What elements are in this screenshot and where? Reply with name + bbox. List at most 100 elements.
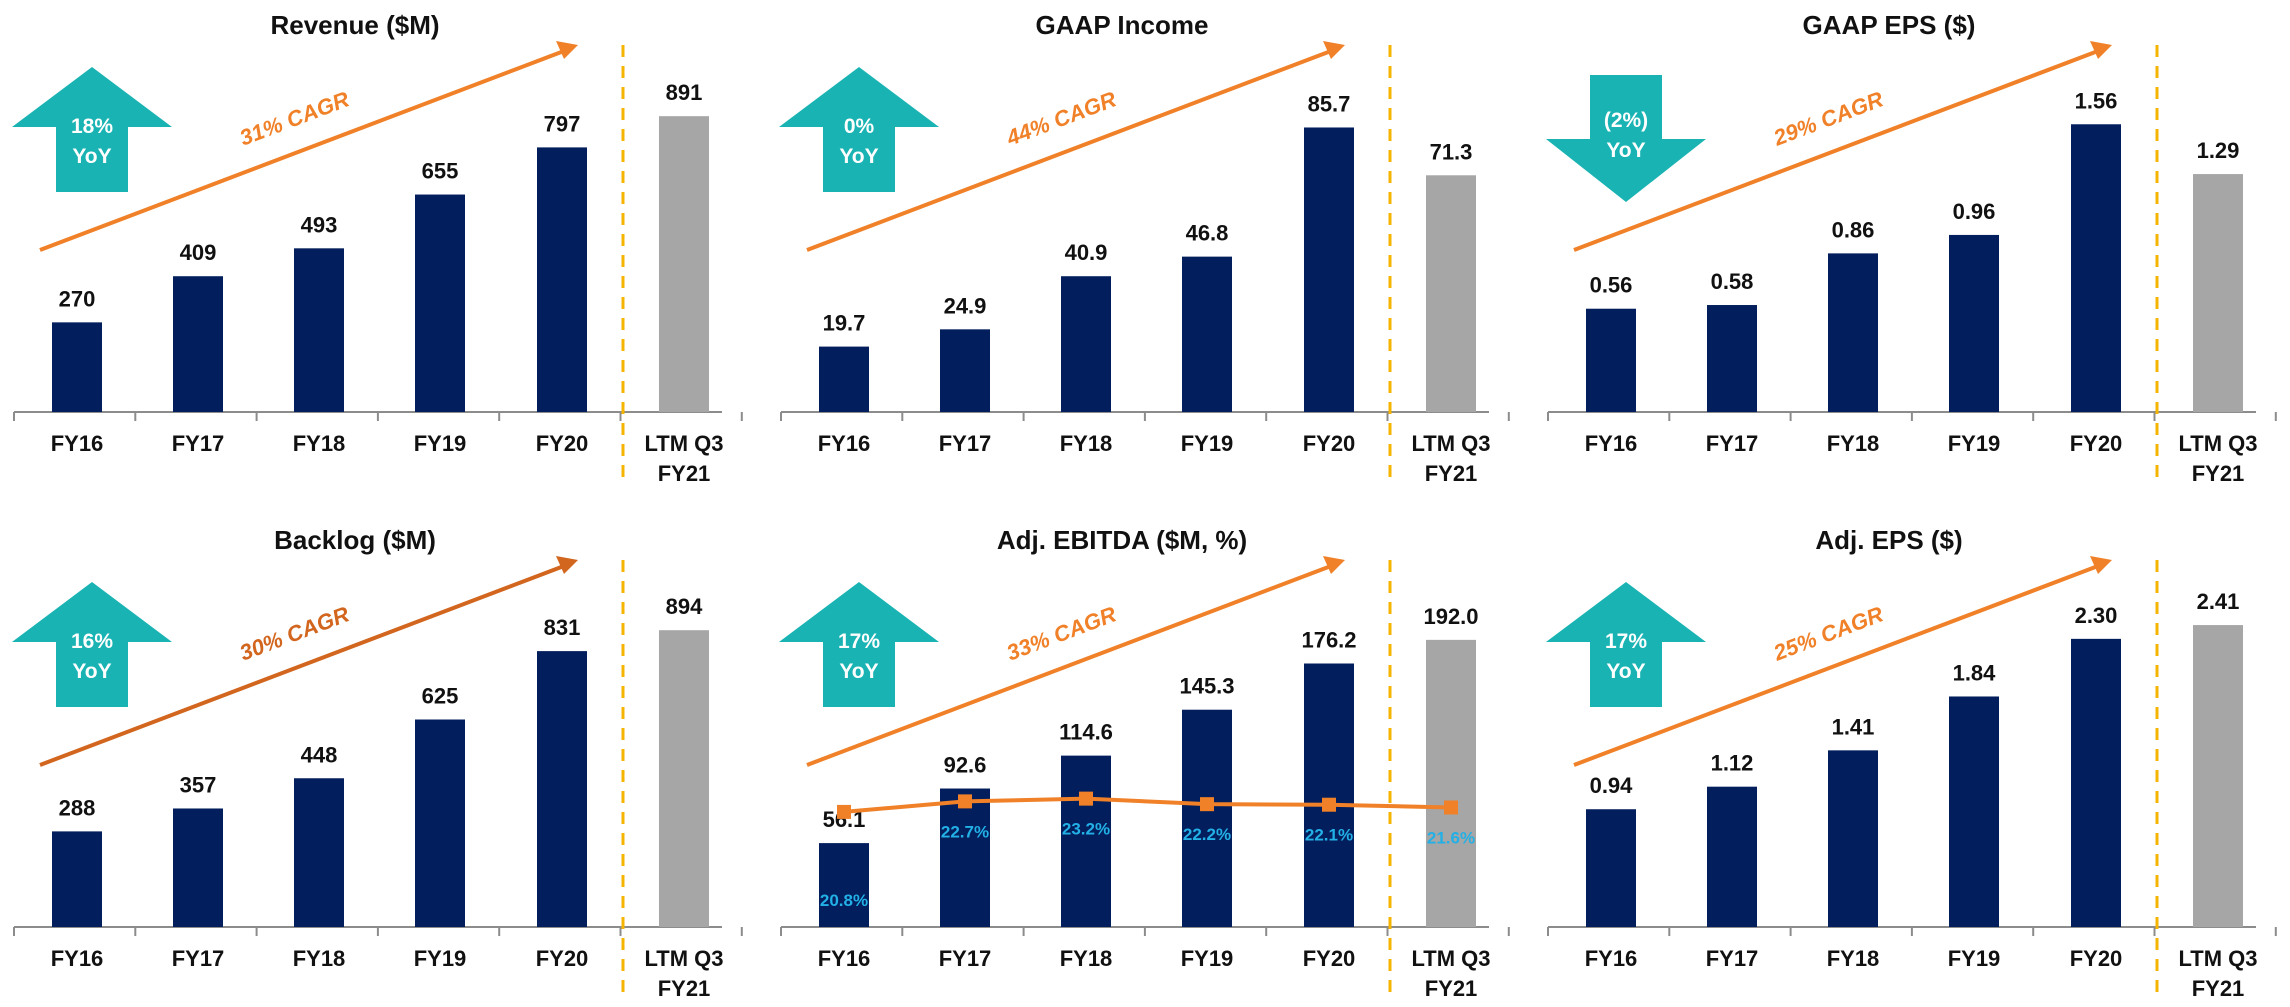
data-label: 1.29 [2197,138,2240,163]
category-label: FY19 [1181,431,1234,456]
category-label-line: FY21 [2192,461,2245,486]
yoy-value: 17% [838,630,880,653]
data-label: 0.58 [1711,269,1754,294]
data-label: 0.96 [1953,199,1996,224]
category-label: FY18 [1827,431,1880,456]
category-label: FY18 [1060,431,1113,456]
bar [1707,305,1757,412]
data-label: 1.12 [1711,751,1754,776]
yoy-down-arrow-icon [1546,75,1706,202]
category-label: FY17 [172,431,225,456]
data-label: 1.84 [1953,660,1997,685]
data-label: 357 [180,772,217,797]
bar [1304,127,1354,412]
bar [52,831,102,927]
margin-label: 20.8% [820,891,868,910]
category-label-line: FY16 [1585,431,1638,456]
bar [1061,276,1111,412]
yoy-label: YoY [72,145,111,168]
category-label-line: FY17 [939,946,992,971]
category-label: FY18 [1827,946,1880,971]
category-label: FY16 [1585,946,1638,971]
margin-label: 22.1% [1305,826,1353,845]
category-label: FY20 [2070,431,2123,456]
category-label-line: LTM Q3 [644,431,723,456]
category-label-line: FY20 [536,431,589,456]
yoy-up-arrow-icon [779,582,939,707]
margin-label: 21.6% [1427,828,1475,847]
category-label-line: LTM Q3 [1411,946,1490,971]
cagr-arrow-head [556,41,578,59]
category-label-line: FY18 [1060,431,1113,456]
cagr-arrow-head [2090,556,2112,574]
cagr-arrow-head [1323,41,1345,59]
category-label: LTM Q3 FY21 [1411,946,1490,1001]
data-label: 797 [544,111,581,136]
cagr-arrow-head [2090,41,2112,59]
yoy-label: YoY [839,660,878,683]
category-label-line: FY16 [818,946,871,971]
category-label: FY18 [293,946,346,971]
data-label: 0.94 [1590,773,1634,798]
category-label: FY17 [1706,431,1759,456]
category-label-line: FY16 [51,431,104,456]
bar [415,719,465,927]
data-label: 288 [59,795,96,820]
category-label-line: FY18 [1827,946,1880,971]
category-label-line: FY20 [1303,946,1356,971]
category-label-line: FY18 [1060,946,1113,971]
data-label: 92.6 [944,753,987,778]
category-label: FY19 [1181,946,1234,971]
cagr-arrow-head [1323,556,1345,574]
bar [1949,696,1999,927]
category-label: FY20 [1303,946,1356,971]
category-label-line: FY20 [2070,946,2123,971]
data-label: 71.3 [1430,139,1473,164]
ltm-bar [2193,174,2243,412]
bar [173,276,223,412]
margin-point [1444,800,1458,815]
category-label: FY16 [51,431,104,456]
margin-label: 23.2% [1062,820,1110,839]
category-label-line: FY21 [1425,461,1478,486]
category-label: FY17 [1706,946,1759,971]
category-label: FY18 [293,431,346,456]
yoy-up-arrow-icon [779,67,939,192]
yoy-up-arrow-icon [12,582,172,707]
category-label: FY16 [818,946,871,971]
category-label-line: FY19 [1948,946,2001,971]
yoy-label: YoY [1606,139,1645,162]
data-label: 145.3 [1179,674,1234,699]
category-label-line: FY18 [293,946,346,971]
category-label-line: LTM Q3 [644,946,723,971]
bar [1304,663,1354,927]
data-label: 2.41 [2197,589,2240,614]
yoy-label: YoY [72,660,111,683]
category-label: FY17 [939,431,992,456]
margin-label: 22.2% [1183,825,1231,844]
category-label: FY19 [1948,946,2001,971]
category-label-line: FY21 [658,461,711,486]
category-label-line: FY20 [2070,431,2123,456]
data-label: 114.6 [1059,720,1113,745]
category-label: FY19 [1948,431,2001,456]
yoy-value: 18% [71,115,113,138]
chart-panel: GAAP Income 19.7 FY16 24.9 FY17 40.9 FY18 46.8 F… [779,10,1510,486]
data-label: 0.56 [1590,273,1633,298]
chart-title: GAAP EPS ($) [1803,10,1976,40]
bar [52,322,102,412]
yoy-value: 0% [844,115,875,138]
category-label: LTM Q3 FY21 [644,946,723,1001]
yoy-up-arrow-icon [1546,582,1706,707]
bar [294,248,344,412]
category-label-line: LTM Q3 [2178,946,2257,971]
bar [940,329,990,412]
category-label: FY16 [1585,431,1638,456]
category-label: FY18 [1060,946,1113,971]
category-label: FY16 [51,946,104,971]
cagr-label: 30% CAGR [236,601,352,665]
chart-panel: Adj. EBITDA ($M, %)56.1FY1692.6FY17114.6… [779,525,1510,1001]
category-label-line: FY16 [818,431,871,456]
data-label: 270 [59,286,96,311]
